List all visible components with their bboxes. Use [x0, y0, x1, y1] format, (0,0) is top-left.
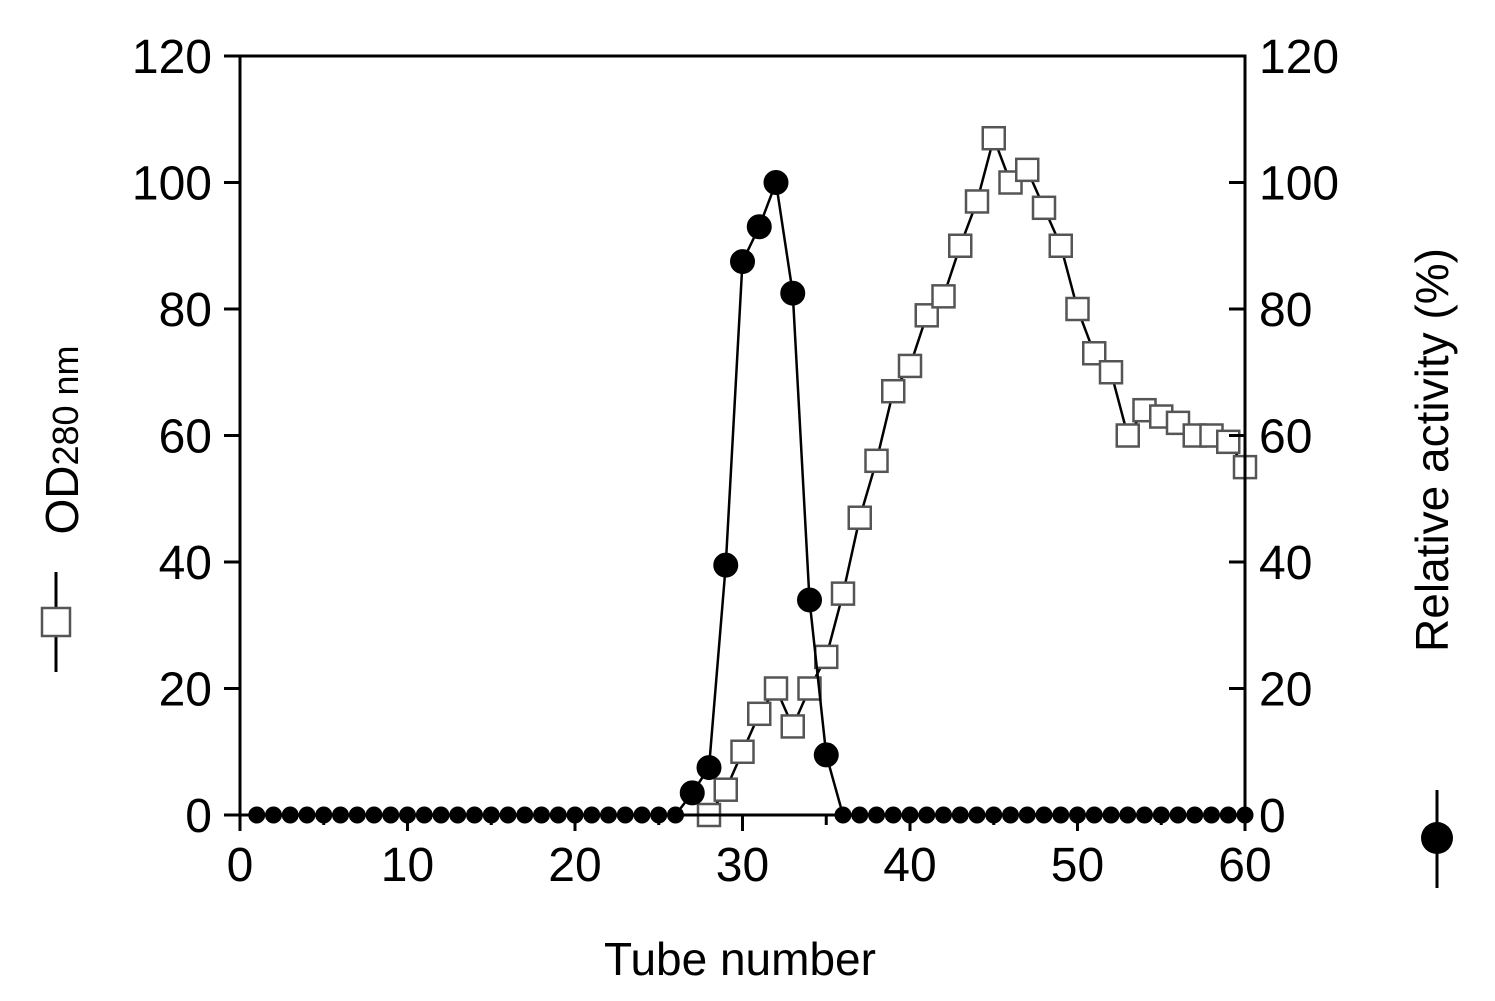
- y-tick-label-left: 20: [159, 664, 212, 717]
- od280-point: [1015, 157, 1040, 183]
- od280-point: [897, 353, 923, 379]
- od280-point: [981, 125, 1006, 151]
- y-tick-label-right: 60: [1259, 411, 1312, 464]
- svg-text:OD280 nm: OD280 nm: [36, 345, 88, 534]
- y-axis-title-right: Relative activity (%): [1406, 248, 1458, 652]
- y-tick-label-left: 100: [132, 158, 212, 211]
- legend-marker-activity: [1421, 790, 1453, 888]
- activity-point: [763, 170, 789, 195]
- x-tick-label: 0: [227, 839, 254, 892]
- y-tick-label-right: 20: [1259, 664, 1312, 717]
- y-tick-label-right: 0: [1259, 790, 1286, 843]
- od280-point: [780, 714, 805, 739]
- x-tick-label: 30: [716, 839, 769, 892]
- od280-point: [713, 777, 738, 802]
- od280-point: [1098, 360, 1124, 385]
- y-tick-label-right: 100: [1259, 158, 1339, 211]
- plot-frame: [238, 54, 1247, 817]
- od280-point: [881, 378, 906, 404]
- y-tick-label-right: 40: [1259, 537, 1312, 590]
- od280-point: [797, 676, 822, 701]
- y-tick-label-left: 0: [185, 790, 212, 843]
- activity-point: [679, 780, 705, 806]
- x-tick-label: 60: [1218, 839, 1271, 892]
- y-tick-label-left: 60: [159, 411, 212, 464]
- activity-point: [696, 755, 722, 781]
- od280-point: [747, 701, 772, 727]
- y-axis-title-main: OD: [36, 466, 88, 535]
- od280-series-line: [707, 134, 1247, 816]
- od280-point: [763, 676, 789, 701]
- activity-point: [780, 280, 806, 306]
- y-tick-label-left: 40: [159, 537, 212, 590]
- activity-point: [730, 249, 755, 275]
- od280-point: [1115, 423, 1140, 448]
- open-square-legend-icon: [40, 606, 72, 638]
- od280-point: [964, 189, 990, 214]
- od280-point: [730, 739, 755, 764]
- od280-point: [814, 644, 839, 670]
- y-tick-label-left: 80: [159, 284, 212, 337]
- y-axis-title-left: OD280 nm: [36, 345, 88, 534]
- od280-point: [931, 284, 956, 309]
- y-tick-label-right: 120: [1259, 31, 1339, 84]
- y-tick-label-right: 80: [1259, 284, 1312, 337]
- od280-point: [864, 448, 889, 474]
- od280-point: [1065, 296, 1090, 322]
- od280-point: [1082, 341, 1107, 366]
- activity-point: [746, 214, 772, 240]
- x-tick-label: 20: [548, 839, 601, 892]
- activity-point: [797, 587, 822, 613]
- od280-point: [948, 233, 973, 258]
- od280-point: [914, 303, 939, 328]
- x-tick-label: 40: [883, 839, 936, 892]
- od280-point: [847, 505, 872, 530]
- x-tick-label: 10: [381, 839, 434, 892]
- od280-point: [1031, 195, 1057, 221]
- filled-circle-legend-icon: [1421, 822, 1453, 854]
- x-axis-title: Tube number: [604, 933, 876, 985]
- activity-point: [813, 742, 839, 768]
- od280-point: [830, 581, 856, 606]
- legend-marker-od280: [40, 572, 72, 672]
- y-tick-label-left: 120: [132, 31, 212, 84]
- svg-text:Relative activity (%): Relative activity (%): [1406, 248, 1458, 652]
- od280-point: [1048, 233, 1073, 258]
- y-axis-title-suffix: nm: [45, 345, 86, 405]
- y-axis-title-sub: 280: [45, 405, 86, 465]
- x-tick-label: 50: [1051, 839, 1104, 892]
- activity-point: [713, 552, 739, 578]
